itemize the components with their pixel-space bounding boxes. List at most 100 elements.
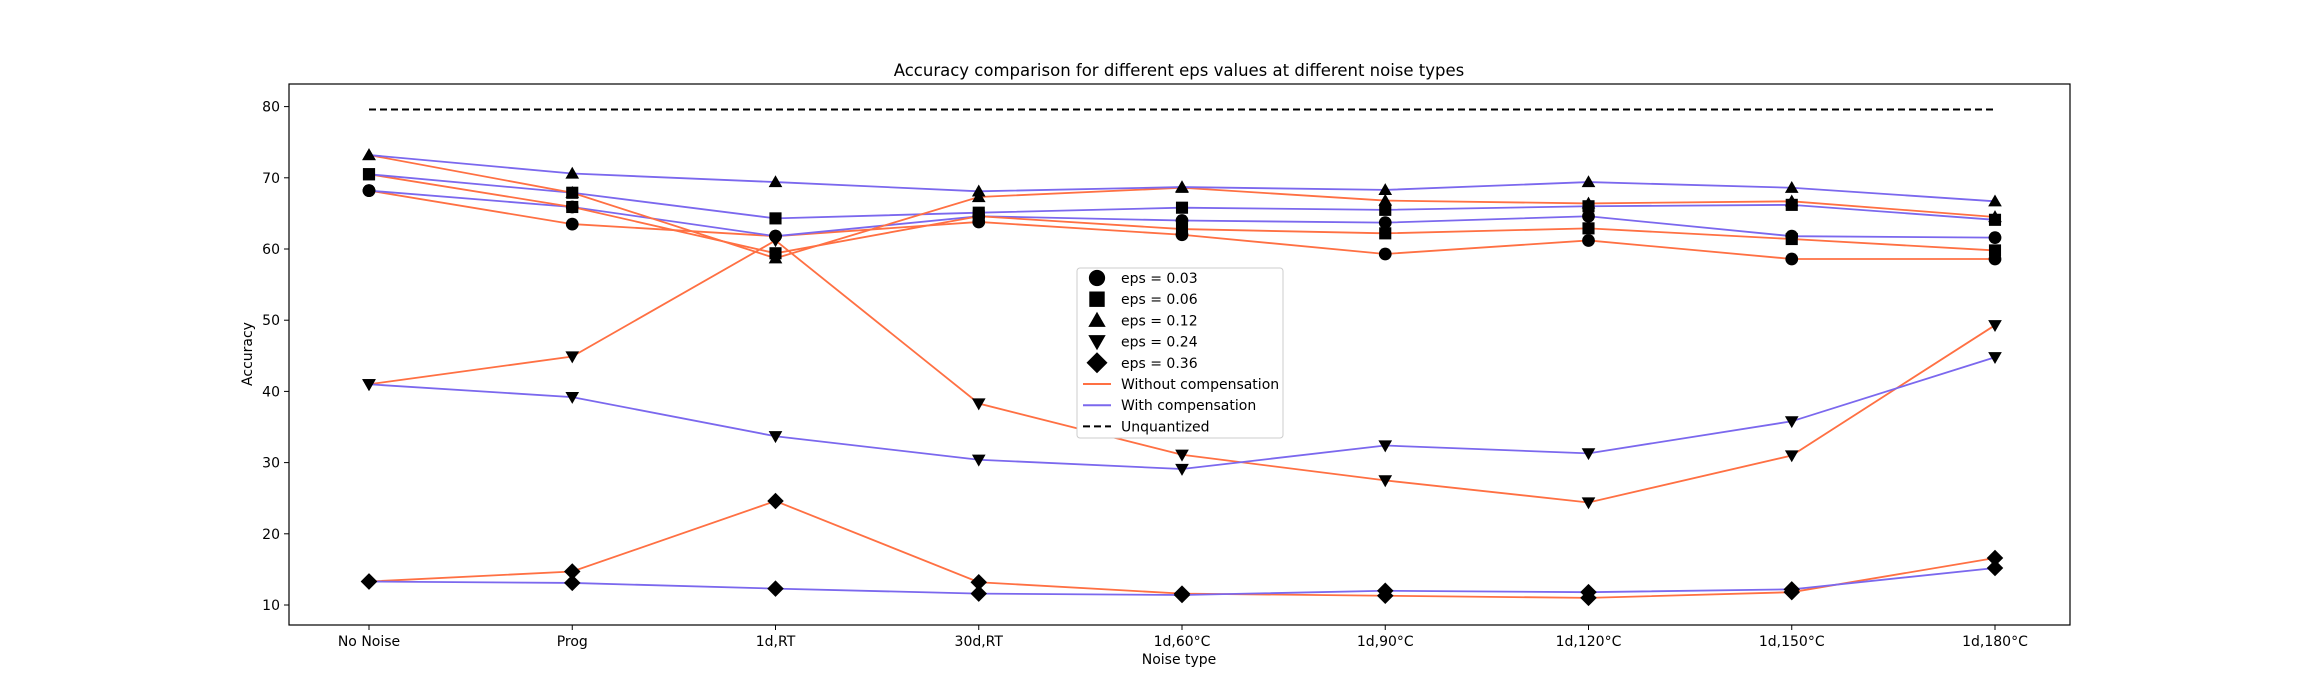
- y-tick-label: 10: [262, 598, 280, 614]
- point-eps-0.24-with: [1378, 440, 1393, 453]
- y-tick-label: 60: [262, 242, 280, 258]
- point-eps-0.12-with: [1784, 180, 1799, 193]
- point-eps-0.12-with: [362, 148, 376, 161]
- x-axis: No Noise Prog 1d,RT 30d,RT 1d,60°C 1d,90°C 1d,…: [338, 625, 2028, 650]
- point-eps-0.06-without: [1785, 232, 1798, 246]
- point-eps-0.03-with: [1378, 216, 1392, 230]
- point-eps-0.06-without: [1582, 222, 1595, 235]
- legend-label: eps = 0.36: [1121, 356, 1198, 372]
- y-tick-label: 50: [262, 313, 280, 329]
- x-tick-label: 1d,60°C: [1154, 634, 1211, 650]
- point-eps-0.36-with: [767, 580, 784, 597]
- point-eps-0.24-with: [565, 391, 580, 404]
- point-eps-0.06-with: [362, 168, 376, 181]
- point-eps-0.06-without: [1988, 244, 2002, 257]
- point-eps-0.12-with: [1175, 180, 1189, 193]
- point-eps-0.12-without: [1784, 194, 1799, 207]
- point-eps-0.24-without: [768, 235, 783, 248]
- point-eps-0.12-without: [565, 185, 580, 198]
- legend-box: [1076, 267, 1284, 439]
- point-eps-0.24-with: [1988, 352, 2002, 365]
- point-eps-0.06-without: [566, 200, 579, 214]
- point-eps-0.24-with: [362, 379, 376, 392]
- point-eps-0.24-without: [1784, 450, 1799, 463]
- point-eps-0.06-with: [1175, 201, 1189, 214]
- point-eps-0.36-with: [1986, 559, 2004, 577]
- y-tick-label: 40: [262, 384, 280, 400]
- legend-label: eps = 0.03: [1121, 271, 1198, 287]
- point-eps-0.12-with: [565, 166, 580, 179]
- point-eps-0.12-with: [1581, 175, 1596, 188]
- x-tick-label: 1d,90°C: [1357, 634, 1414, 650]
- point-eps-0.12-without: [1378, 193, 1393, 206]
- point-eps-0.36-with: [1173, 586, 1191, 604]
- legend-marker-square: [1089, 291, 1105, 307]
- point-eps-0.12-with: [1378, 183, 1393, 196]
- point-eps-0.36-with: [564, 574, 581, 592]
- point-eps-0.24-with: [971, 454, 986, 467]
- legend-marker-triangle-up: [1088, 311, 1106, 327]
- point-eps-0.24-without: [1175, 449, 1189, 462]
- point-eps-0.03-with: [362, 184, 376, 197]
- legend-label: Without compensation: [1121, 377, 1279, 393]
- point-eps-0.12-with: [971, 184, 986, 197]
- legend-label: With compensation: [1121, 398, 1256, 414]
- point-eps-0.03-without: [1378, 247, 1392, 261]
- legend-marker-triangle-down: [1088, 335, 1106, 351]
- x-tick-label: 1d,120°C: [1556, 634, 1622, 650]
- point-eps-0.36-with: [1580, 583, 1597, 601]
- point-eps-0.36-without: [970, 573, 987, 591]
- chart-title: Accuracy comparison for different eps va…: [894, 61, 1465, 80]
- point-eps-0.24-with: [1581, 448, 1596, 461]
- x-tick-label: 30d,RT: [955, 634, 1004, 650]
- point-eps-0.36-without: [564, 563, 581, 580]
- x-tick-label: 1d,150°C: [1759, 634, 1825, 650]
- x-axis-label: Noise type: [1142, 652, 1217, 668]
- point-eps-0.36-without: [1986, 549, 2004, 567]
- y-tick-label: 80: [262, 100, 280, 116]
- point-eps-0.36-with: [970, 585, 987, 602]
- point-eps-0.24-without: [1988, 320, 2002, 333]
- point-eps-0.24-with: [768, 431, 783, 444]
- point-eps-0.06-with: [972, 206, 985, 219]
- point-eps-0.03-with: [1988, 231, 2002, 244]
- y-tick-label: 70: [262, 171, 280, 187]
- point-eps-0.06-with: [769, 212, 782, 225]
- point-eps-0.24-without: [1581, 497, 1596, 510]
- point-eps-0.03-without: [565, 217, 579, 231]
- point-eps-0.12-with: [1988, 194, 2002, 207]
- legend-label: Unquantized: [1121, 419, 1210, 435]
- y-tick-label: 20: [262, 527, 280, 543]
- point-eps-0.12-with: [768, 175, 783, 188]
- point-eps-0.36-with: [360, 573, 378, 590]
- point-eps-0.03-without: [1785, 252, 1799, 266]
- point-eps-0.36-without: [767, 492, 784, 510]
- x-tick-label: Prog: [557, 634, 588, 650]
- y-axis-label: Accuracy: [240, 322, 256, 386]
- point-eps-0.12-without: [1581, 196, 1596, 209]
- point-eps-0.12-without: [1988, 210, 2002, 223]
- point-eps-0.03-without: [1582, 234, 1595, 247]
- point-eps-0.12-without: [768, 251, 783, 264]
- legend-label: eps = 0.06: [1121, 292, 1198, 308]
- x-tick-label: 1d,180°C: [1962, 634, 2028, 650]
- point-eps-0.24-with: [1175, 463, 1189, 476]
- point-eps-0.24-without: [565, 351, 580, 364]
- legend: eps = 0.03 eps = 0.06 eps = 0.12 eps = 0.24…: [1076, 267, 1284, 439]
- point-eps-0.03-with: [1582, 209, 1595, 223]
- legend-label: eps = 0.24: [1121, 335, 1198, 351]
- point-eps-0.24-with: [1784, 416, 1799, 429]
- point-eps-0.36-with: [1783, 581, 1800, 598]
- point-eps-0.24-without: [1378, 475, 1393, 488]
- legend-label: eps = 0.12: [1121, 313, 1198, 329]
- y-axis: 10 20 30 40 50 60 70 80: [262, 100, 289, 614]
- y-tick-label: 30: [262, 456, 280, 472]
- x-tick-label: 1d,RT: [756, 634, 796, 650]
- point-eps-0.06-without: [1379, 227, 1392, 240]
- plot-layer: [360, 108, 2004, 607]
- legend-marker-diamond: [1086, 352, 1108, 374]
- point-eps-0.06-with: [1379, 203, 1392, 216]
- legend-marker-circle: [1088, 269, 1106, 287]
- point-eps-0.24-without: [971, 398, 986, 411]
